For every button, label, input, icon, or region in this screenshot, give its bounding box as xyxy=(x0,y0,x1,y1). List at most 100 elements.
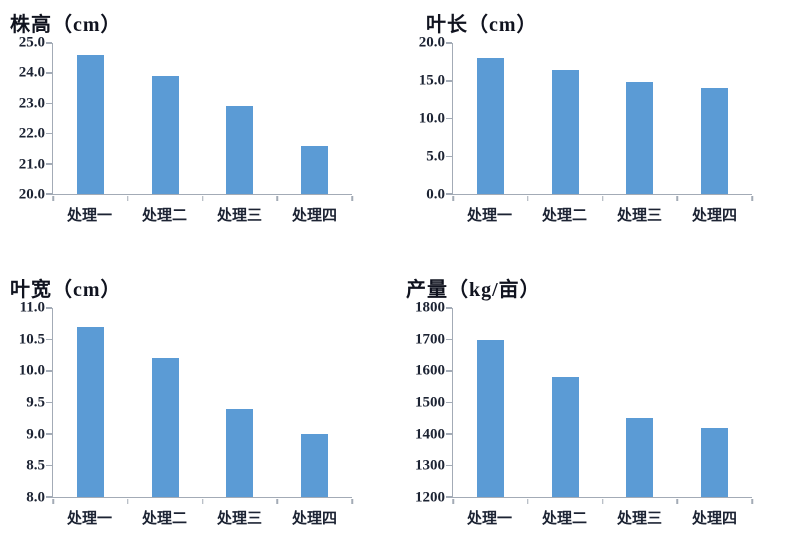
y-axis-tick-label: 1500 xyxy=(415,394,445,411)
bar-slots xyxy=(53,308,352,497)
bar xyxy=(551,377,579,497)
y-axis-tick-label: 23.0 xyxy=(18,95,45,112)
x-tick-mark xyxy=(52,499,54,504)
bar-slot xyxy=(128,43,203,194)
y-tick-mark xyxy=(446,307,452,309)
y-tick-mark xyxy=(446,155,452,157)
y-axis-tick-label: 24.0 xyxy=(18,64,45,81)
bar xyxy=(226,106,254,194)
y-axis-tick-label: 8.5 xyxy=(26,457,45,474)
y-tick-mark xyxy=(46,307,52,309)
bar xyxy=(476,58,504,194)
y-tick-mark xyxy=(446,496,452,498)
plot-region xyxy=(46,307,353,504)
bar xyxy=(76,55,104,194)
chart-title: 叶宽（cm） xyxy=(10,279,122,301)
y-axis-tick-label: 9.0 xyxy=(26,426,45,443)
bar xyxy=(551,70,579,194)
x-tick-mark xyxy=(751,499,753,504)
y-axis-tick-label: 11.0 xyxy=(19,299,45,316)
x-tick-mark xyxy=(276,196,278,201)
x-tick-mark xyxy=(676,196,678,201)
chart-panel-yield: 产量（kg/亩） 1200 1300 1400 1500 1600 1700 1800 处理… xyxy=(400,265,800,543)
y-tick-mark xyxy=(46,464,52,467)
x-tick-mark xyxy=(52,196,54,201)
y-tick-mark xyxy=(46,102,52,105)
x-axis-category-label: 处理一 xyxy=(66,511,112,527)
bar-slot xyxy=(528,308,603,497)
y-tick-mark xyxy=(446,193,452,195)
y-axis-tick-label: 1600 xyxy=(415,362,445,379)
x-axis-category-label: 处理四 xyxy=(691,208,737,224)
x-axis-category-label: 处理二 xyxy=(141,511,187,527)
chart-panel-leaf-length: 叶长（cm） 0.0 5.0 10.0 15.0 20.0 处理一 处理二 处理三 处理四 xyxy=(400,0,800,265)
y-tick-mark xyxy=(46,496,52,498)
y-tick-mark xyxy=(446,401,452,404)
bar-slot xyxy=(677,43,752,194)
chart-panel-plant-height: 株高（cm） 20.0 21.0 22.0 23.0 24.0 25.0 处理一 处理二 处理… xyxy=(0,0,400,265)
plot-region xyxy=(446,307,753,504)
x-axis-labels: 处理一 处理二 处理三 处理四 xyxy=(52,498,352,528)
chart-title: 叶长（cm） xyxy=(426,14,538,36)
y-axis-tick-label: 15.0 xyxy=(418,72,445,89)
y-tick-mark xyxy=(46,42,52,44)
bar-slot xyxy=(203,308,278,497)
y-axis-labels: 8.0 8.5 9.0 9.5 10.0 10.5 11.0 xyxy=(6,300,52,505)
x-axis-labels: 处理一 处理二 处理三 处理四 xyxy=(52,195,352,225)
x-axis-category-label: 处理二 xyxy=(541,511,587,527)
y-axis-tick-label: 20.0 xyxy=(418,34,445,51)
y-axis-tick-label: 9.5 xyxy=(26,394,45,411)
bar-slot xyxy=(603,308,678,497)
y-axis-tick-label: 5.0 xyxy=(426,148,445,165)
x-axis-category-label: 处理一 xyxy=(66,208,112,224)
x-tick-mark xyxy=(527,196,529,201)
y-axis-labels: 0.0 5.0 10.0 15.0 20.0 xyxy=(406,35,452,202)
x-tick-mark xyxy=(527,499,529,504)
y-tick-mark xyxy=(46,433,52,435)
plot-wrap: 处理一 处理二 处理三 处理四 xyxy=(446,307,753,528)
y-axis-tick-label: 21.0 xyxy=(18,156,45,173)
y-tick-mark xyxy=(446,464,452,467)
x-axis-category-label: 处理三 xyxy=(616,511,662,527)
chart-title: 株高（cm） xyxy=(10,14,122,36)
x-axis-category-label: 处理二 xyxy=(541,208,587,224)
bar-slot xyxy=(203,43,278,194)
bar-slots xyxy=(453,43,752,194)
y-tick-mark xyxy=(446,42,452,44)
bar xyxy=(226,408,254,497)
bar-slots xyxy=(453,308,752,497)
bar-slot xyxy=(603,43,678,194)
bar xyxy=(476,339,504,497)
y-tick-mark xyxy=(446,370,452,372)
bar xyxy=(76,326,104,497)
bar xyxy=(301,434,329,497)
y-tick-mark xyxy=(446,117,452,120)
x-tick-mark xyxy=(351,499,353,504)
bar xyxy=(626,418,654,497)
x-axis-category-label: 处理一 xyxy=(466,208,512,224)
x-tick-mark xyxy=(452,196,454,201)
bar-slot xyxy=(453,43,528,194)
x-tick-mark xyxy=(127,499,129,504)
x-tick-mark xyxy=(751,196,753,201)
plot-wrap: 处理一 处理二 处理三 处理四 xyxy=(46,307,353,528)
chart-area: 8.0 8.5 9.0 9.5 10.0 10.5 11.0 处理一 处理二 处理三 处理四 xyxy=(6,300,400,528)
bar-slot xyxy=(677,308,752,497)
y-axis-tick-label: 22.0 xyxy=(18,125,45,142)
chart-area: 0.0 5.0 10.0 15.0 20.0 处理一 处理二 处理三 处理四 xyxy=(406,35,800,225)
y-tick-mark xyxy=(446,338,452,341)
bar xyxy=(701,88,729,194)
y-axis-labels: 20.0 21.0 22.0 23.0 24.0 25.0 xyxy=(6,35,52,202)
x-axis-category-label: 处理四 xyxy=(291,511,337,527)
bar-slot xyxy=(528,43,603,194)
y-tick-mark xyxy=(446,80,452,82)
y-axis-tick-label: 10.0 xyxy=(18,362,45,379)
bar xyxy=(151,76,179,194)
plot-wrap: 处理一 处理二 处理三 处理四 xyxy=(46,42,353,225)
x-tick-mark xyxy=(127,196,129,201)
x-axis-category-label: 处理三 xyxy=(616,208,662,224)
bar xyxy=(626,81,654,194)
x-axis-labels: 处理一 处理二 处理三 处理四 xyxy=(452,498,752,528)
x-tick-mark xyxy=(201,499,204,504)
